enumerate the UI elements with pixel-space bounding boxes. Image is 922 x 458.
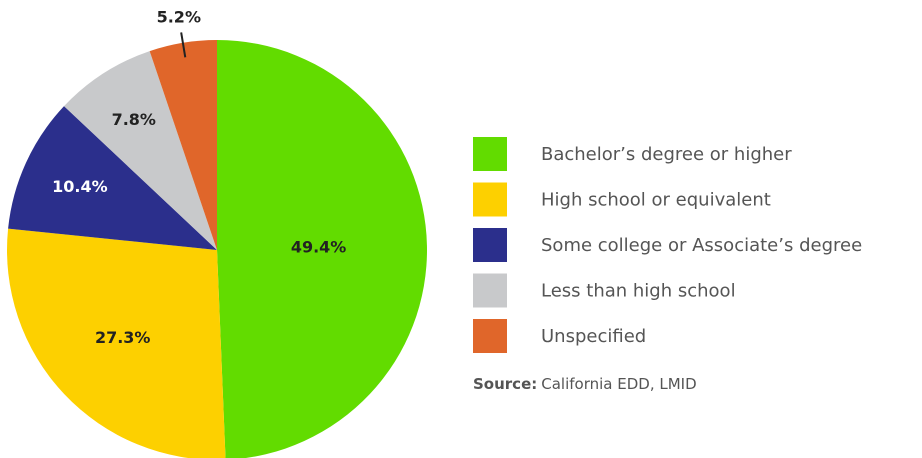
pie-slice <box>149 40 217 250</box>
pie-slice <box>64 51 218 250</box>
value-label: 7.8% <box>112 110 156 129</box>
legend-swatch <box>473 137 507 171</box>
legend-label: Bachelor’s degree or higher <box>541 144 792 165</box>
leader-line <box>180 32 187 58</box>
legend-swatch <box>473 319 507 353</box>
legend-swatch <box>473 228 507 262</box>
pie-slice <box>217 40 427 458</box>
legend-swatch <box>473 273 507 308</box>
source-text: California EDD, LMID <box>541 375 696 393</box>
value-label: 49.4% <box>291 237 347 256</box>
legend-label: Some college or Associate’s degree <box>541 235 862 256</box>
value-label: 5.2% <box>157 7 201 26</box>
legend-swatch <box>473 182 507 217</box>
legend-label: Less than high school <box>541 281 736 302</box>
pie-slice <box>8 106 218 250</box>
legend-label: High school or equivalent <box>541 190 771 211</box>
value-label: 10.4% <box>52 177 108 196</box>
legend-label: Unspecified <box>541 326 646 347</box>
source-label: Source: <box>473 375 537 393</box>
value-label: 27.3% <box>95 328 151 347</box>
source: Source: California EDD, LMID <box>473 375 697 393</box>
pie-slice <box>7 228 226 458</box>
